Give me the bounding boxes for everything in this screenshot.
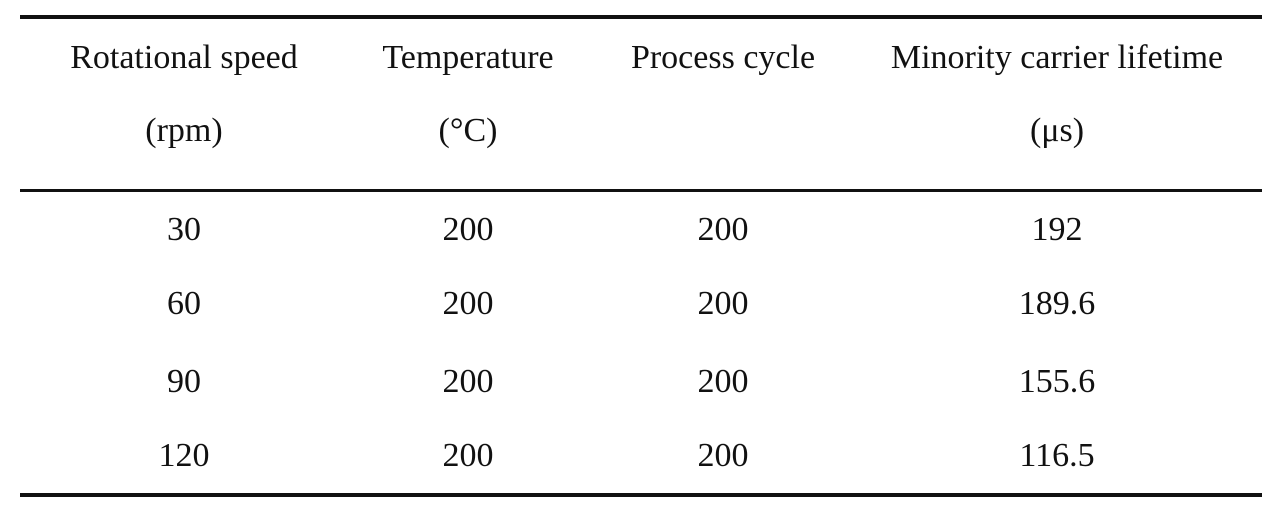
table-cell: 60: [167, 285, 201, 322]
table-cell: 30: [167, 211, 201, 248]
table-cell: 200: [442, 363, 494, 400]
table-cell: 200: [697, 285, 749, 322]
table-cell: 155.6: [1018, 363, 1096, 400]
header-rotational-speed-unit: (rpm): [145, 112, 223, 149]
table-top-rule: [20, 15, 1262, 19]
table-bottom-rule: [20, 493, 1262, 497]
table-cell: 200: [697, 211, 749, 248]
table-cell: 200: [442, 211, 494, 248]
header-rotational-speed: Rotational speed: [70, 39, 298, 76]
table-header-rule: [20, 189, 1262, 192]
table-cell: 200: [442, 285, 494, 322]
header-temperature: Temperature: [382, 39, 554, 76]
header-temperature-unit: (°C): [438, 112, 498, 149]
table-cell: 120: [158, 437, 210, 474]
header-minority-carrier-lifetime: Minority carrier lifetime: [890, 39, 1224, 76]
table-cell: 200: [697, 363, 749, 400]
table-cell: 116.5: [1019, 437, 1095, 474]
table-cell: 200: [697, 437, 749, 474]
table-cell: 200: [442, 437, 494, 474]
header-process-cycle: Process cycle: [630, 39, 816, 76]
table-cell: 192: [1031, 211, 1083, 248]
table-cell: 90: [167, 363, 201, 400]
header-minority-carrier-lifetime-unit: (μs): [1029, 112, 1085, 149]
table-cell: 189.6: [1018, 285, 1096, 322]
